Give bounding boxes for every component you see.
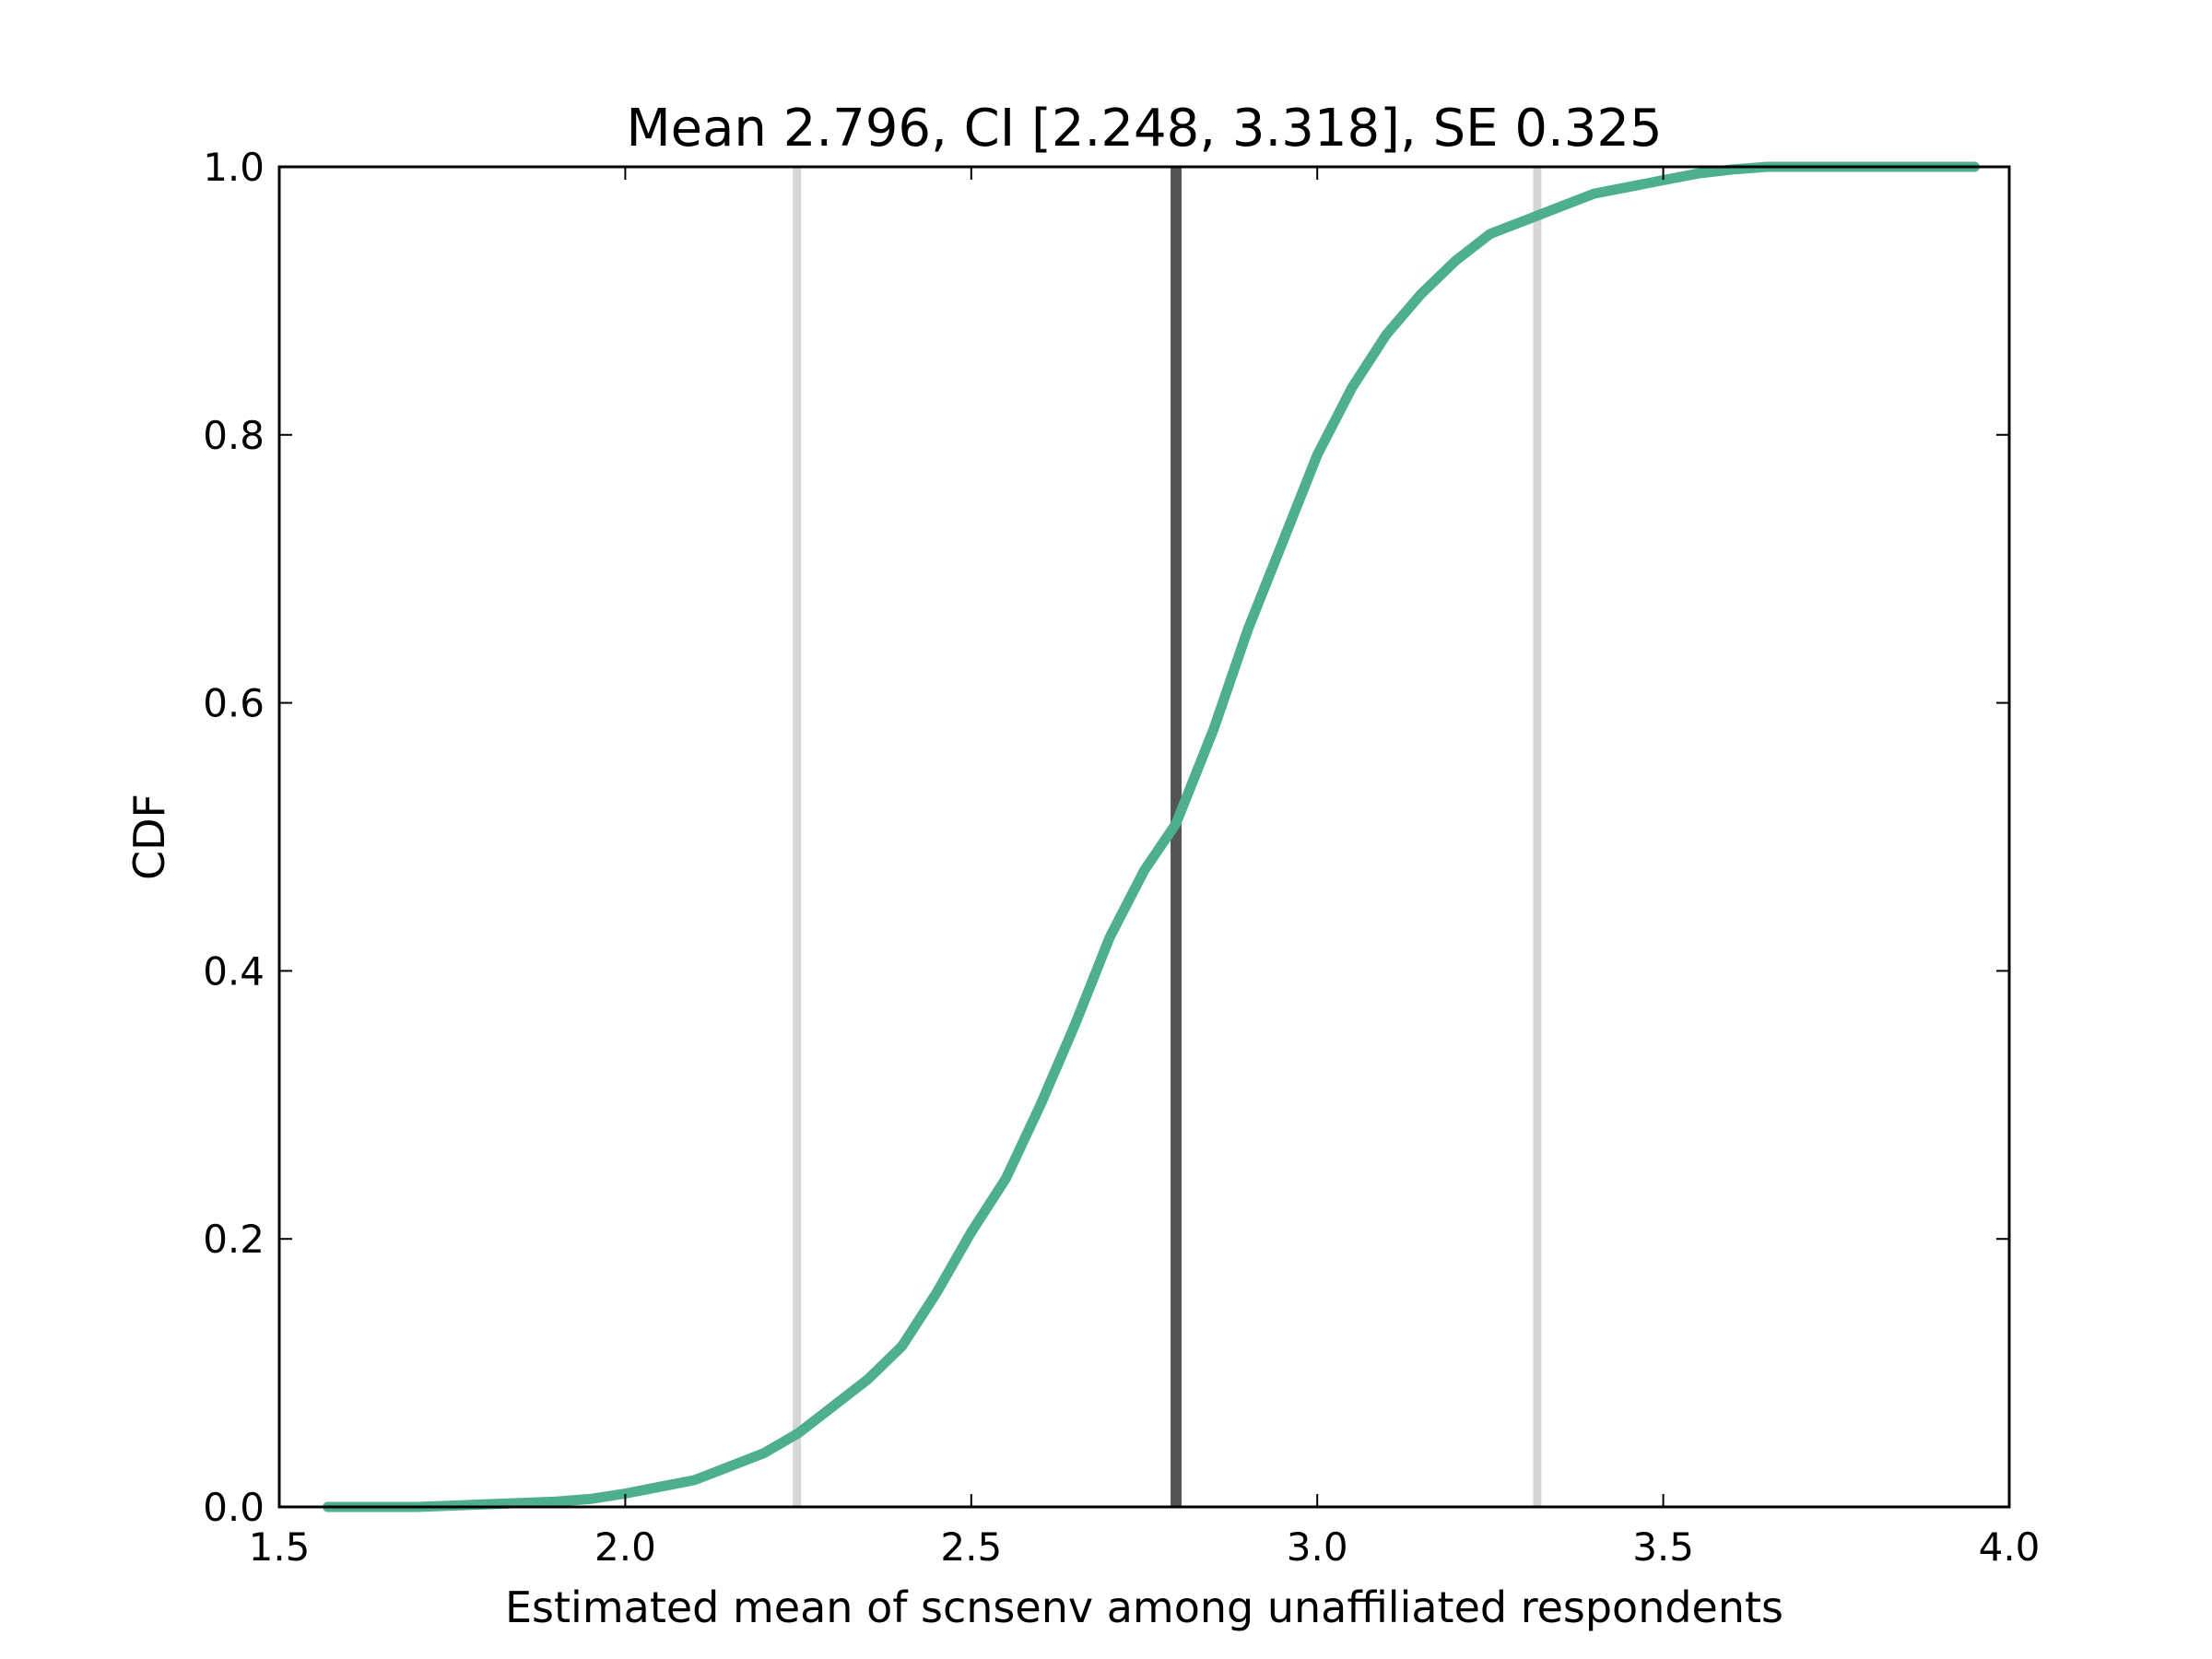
x-tick-label: 4.0 [1979, 1524, 2041, 1570]
x-tick-label: 2.0 [594, 1524, 656, 1570]
y-tick-label: 0.4 [203, 948, 265, 994]
x-axis-label: Estimated mean of scnsenv among unaffili… [505, 1583, 1783, 1632]
y-tick-label: 0.8 [203, 413, 265, 458]
y-tick-label: 0.6 [203, 681, 265, 726]
x-tick-label: 2.5 [940, 1524, 1002, 1570]
x-tick-label: 3.5 [1632, 1524, 1694, 1570]
y-tick-label: 0.2 [203, 1217, 265, 1262]
y-tick-label: 1.0 [203, 145, 265, 190]
tick-marks [278, 166, 2010, 1508]
reference-lines [793, 167, 1542, 1507]
y-tick-label: 0.0 [203, 1485, 265, 1530]
plot-frame [277, 165, 2011, 1509]
chart-title: Mean 2.796, CI [2.248, 3.318], SE 0.325 [626, 99, 1662, 159]
y-tick-labels: 0.0 0.2 0.4 0.6 0.8 1.0 [203, 145, 265, 1530]
x-tick-label: 1.5 [249, 1524, 311, 1570]
x-tick-labels: 1.5 2.0 2.5 3.0 3.5 4.0 [249, 1524, 2041, 1570]
y-axis-label: CDF [124, 794, 174, 880]
cdf-series-line [323, 161, 1980, 1512]
x-tick-label: 3.0 [1287, 1524, 1348, 1570]
series-group [323, 161, 1980, 1512]
